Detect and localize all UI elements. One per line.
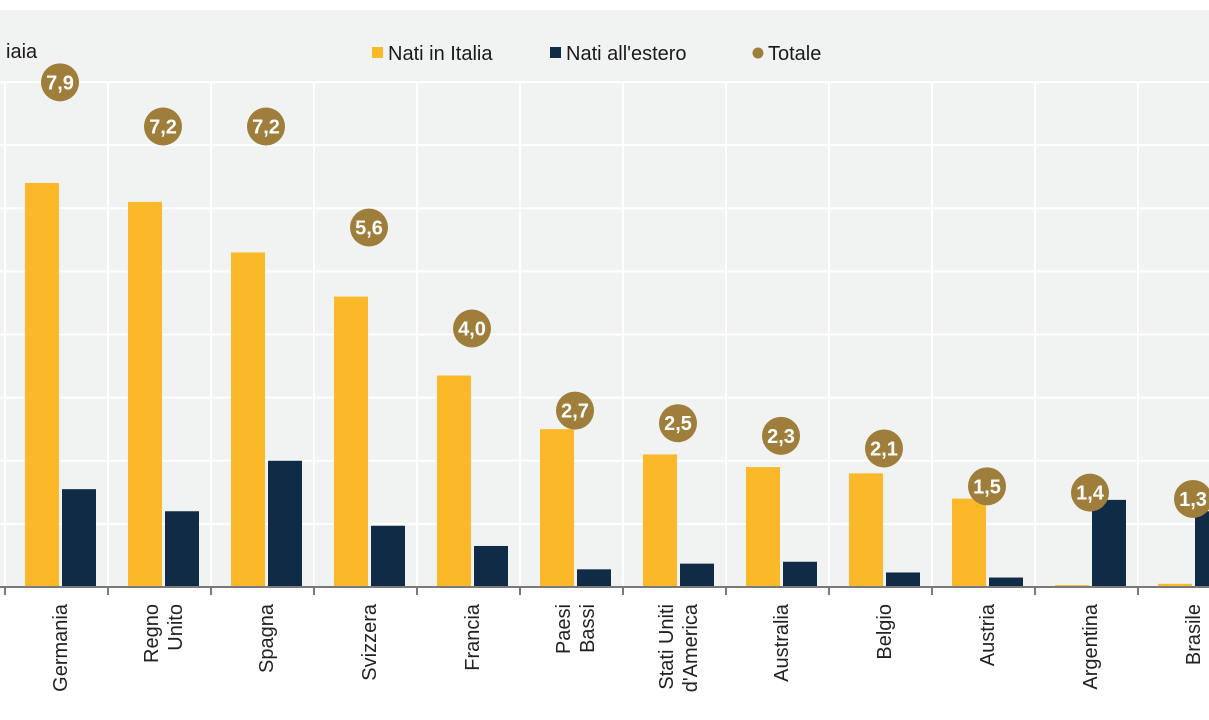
- total-marker: 2,7: [556, 391, 594, 430]
- total-circle: [659, 404, 697, 443]
- bar-nati-in-italia: [128, 201, 162, 587]
- bar-nati-all-estero: [886, 572, 920, 587]
- bar-nati-all-estero: [268, 460, 302, 587]
- total-marker: 7,2: [247, 107, 285, 146]
- legend-swatch: [550, 47, 561, 58]
- total-label: 2,7: [561, 401, 589, 423]
- total-marker: 2,5: [659, 404, 697, 443]
- bar-nati-in-italia: [540, 429, 574, 587]
- x-tick-label: Austria: [977, 603, 999, 666]
- bar-nati-in-italia: [25, 183, 59, 587]
- legend-label: Nati in Italia: [388, 43, 493, 65]
- total-marker: 7,2: [144, 107, 182, 146]
- x-tick-label: Belgio: [874, 604, 896, 660]
- x-tick-label: Unito: [165, 604, 187, 651]
- x-tick-label: Paesi: [553, 604, 575, 654]
- bar-nati-in-italia: [746, 467, 780, 587]
- total-label: 4,0: [458, 319, 486, 341]
- total-marker: 1,3: [1174, 479, 1209, 518]
- bar-nati-all-estero: [371, 525, 405, 587]
- x-tick-label: d'America: [680, 603, 702, 692]
- x-tick-label: Stati Uniti: [656, 604, 678, 690]
- total-circle: [41, 63, 79, 102]
- plot-background: [0, 10, 1209, 587]
- legend-item: Nati all'estero: [550, 43, 687, 65]
- total-circle: [247, 107, 285, 146]
- total-label: 2,3: [767, 426, 795, 448]
- total-label: 7,2: [149, 117, 177, 139]
- total-marker: 2,3: [762, 416, 800, 455]
- bar-nati-in-italia: [231, 252, 265, 587]
- total-marker: 4,0: [453, 309, 491, 348]
- bar-nati-in-italia: [849, 473, 883, 587]
- total-marker: 2,1: [865, 429, 903, 468]
- total-circle: [865, 429, 903, 468]
- total-label: 7,9: [46, 72, 74, 94]
- total-circle: [762, 416, 800, 455]
- x-tick-label: Brasile: [1183, 604, 1205, 665]
- total-circle: [556, 391, 594, 430]
- bar-nati-all-estero: [1092, 499, 1126, 587]
- bar-nati-in-italia: [952, 498, 986, 587]
- bar-nati-in-italia: [334, 296, 368, 587]
- total-circle: [968, 467, 1006, 506]
- x-tick-label: Germania: [50, 603, 72, 692]
- legend-label: Totale: [768, 43, 821, 65]
- total-label: 5,6: [355, 218, 383, 240]
- total-label: 1,4: [1076, 483, 1105, 505]
- legend-label: Nati all'estero: [566, 43, 687, 65]
- total-label: 1,5: [973, 476, 1001, 498]
- bar-nati-all-estero: [474, 545, 508, 587]
- bar-nati-all-estero: [989, 577, 1023, 587]
- x-tick-label: Regno: [141, 604, 163, 663]
- x-tick-label: Francia: [462, 603, 484, 671]
- bar-nati-in-italia: [437, 375, 471, 587]
- total-marker: 1,5: [968, 467, 1006, 506]
- bar-nati-all-estero: [62, 489, 96, 587]
- total-label: 2,5: [664, 413, 692, 435]
- total-circle: [350, 208, 388, 247]
- corner-text: iaia: [6, 41, 38, 63]
- bar-nati-all-estero: [1195, 511, 1209, 587]
- bar-nati-all-estero: [165, 511, 199, 587]
- bar-nati-all-estero: [577, 569, 611, 587]
- total-circle: [1174, 479, 1209, 518]
- legend-item: Totale: [752, 43, 821, 65]
- bar-nati-all-estero: [783, 561, 817, 587]
- total-label: 7,2: [252, 117, 280, 139]
- bar-nati-in-italia: [1158, 583, 1192, 587]
- x-tick-label: Bassi: [577, 604, 599, 653]
- total-circle: [1071, 473, 1109, 512]
- total-label: 1,3: [1179, 489, 1207, 511]
- total-label: 2,1: [870, 438, 898, 460]
- x-tick-label: Australia: [771, 603, 793, 682]
- total-marker: 7,9: [41, 63, 79, 102]
- total-circle: [144, 107, 182, 146]
- x-tick-label: Svizzera: [359, 603, 381, 681]
- legend-item: Nati in Italia: [372, 43, 493, 65]
- legend-swatch: [372, 47, 383, 58]
- total-marker: 5,6: [350, 208, 388, 247]
- legend-swatch: [752, 47, 764, 59]
- x-tick-label: Spagna: [256, 603, 278, 673]
- x-tick-label: Argentina: [1080, 603, 1102, 689]
- total-marker: 1,4: [1071, 473, 1109, 512]
- bar-nati-all-estero: [680, 563, 714, 587]
- bar-nati-in-italia: [643, 454, 677, 587]
- total-circle: [453, 309, 491, 348]
